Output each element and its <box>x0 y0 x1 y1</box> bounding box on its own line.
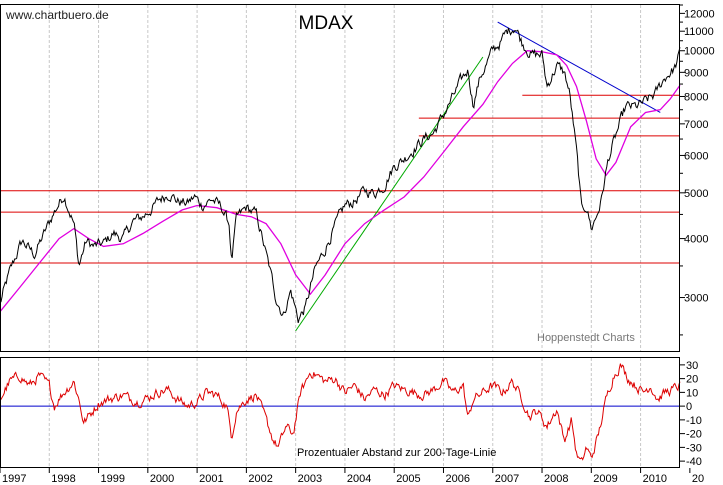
y-tick-label: 3000 <box>684 293 708 305</box>
horizontal-resistance-lines <box>0 94 680 264</box>
y-tick-label: 4000 <box>684 234 708 246</box>
y-tick-label: 10000 <box>684 46 715 58</box>
oscillator-y-axis: 30 2010 0 -10 -20-30 -40 <box>680 360 702 468</box>
x-tick-label: 2010 <box>643 473 667 485</box>
y-tick-label: 8000 <box>684 91 708 103</box>
x-tick-label: 20 <box>692 473 704 485</box>
main-y-axis: 3000 4000 5000 6000 7000 8000 9000 10000 11000 12… <box>680 4 715 336</box>
main-panel-frame <box>0 4 680 352</box>
y-tick-label: 9000 <box>684 67 708 79</box>
oscillator-panel-frame <box>0 357 680 468</box>
x-tick-label: 2007 <box>495 473 519 485</box>
x-tick-label: 2005 <box>396 473 420 485</box>
credit-text: Hoppenstedt Charts <box>537 332 635 344</box>
osc-tick-label: -30 <box>686 442 702 454</box>
x-tick-label: 2008 <box>544 473 568 485</box>
oscillator-series <box>0 363 681 461</box>
trend-lines <box>295 21 661 332</box>
x-tick-label: 2003 <box>298 473 322 485</box>
x-tick-label: 1999 <box>101 473 125 485</box>
osc-tick-label: -10 <box>686 415 702 427</box>
x-axis: 1997 1998 1999 2000 2001 2002 2003 2004 2005 2006… <box>0 468 704 485</box>
x-tick-label: 2002 <box>248 473 272 485</box>
oscillator-grid <box>48 358 642 468</box>
price-line <box>0 27 681 324</box>
x-tick-label: 2009 <box>593 473 617 485</box>
osc-tick-label: -20 <box>686 429 702 441</box>
osc-tick-label: 30 <box>686 360 698 372</box>
x-tick-label: 2006 <box>445 473 469 485</box>
x-tick-label: 2004 <box>347 473 371 485</box>
oscillator-label: Prozentualer Abstand zur 200-Tage-Linie <box>297 447 496 459</box>
osc-tick-label: 10 <box>686 387 698 399</box>
osc-tick-label: 0 <box>686 401 692 413</box>
main-grid <box>48 5 642 352</box>
main-series <box>0 27 681 324</box>
uptrend-line <box>295 56 484 332</box>
chart-title: MDAX <box>299 13 354 34</box>
y-tick-label: 11000 <box>684 26 714 38</box>
downtrend-line <box>497 21 661 113</box>
x-tick-label: 2000 <box>150 473 174 485</box>
oscillator-line <box>0 363 681 461</box>
osc-tick-label: -40 <box>686 456 702 468</box>
y-tick-label: 7000 <box>684 119 708 131</box>
chart-frames <box>0 4 680 468</box>
x-tick-label: 2001 <box>199 473 223 485</box>
watermark-text: www.chartbuero.de <box>5 8 109 22</box>
ma200-line <box>0 50 681 313</box>
x-tick-label: 1998 <box>51 473 75 485</box>
y-tick-label: 12000 <box>684 8 715 20</box>
y-tick-label: 6000 <box>684 150 708 162</box>
y-tick-label: 5000 <box>684 188 708 200</box>
osc-tick-label: 20 <box>686 374 698 386</box>
x-tick-label: 1997 <box>2 473 26 485</box>
